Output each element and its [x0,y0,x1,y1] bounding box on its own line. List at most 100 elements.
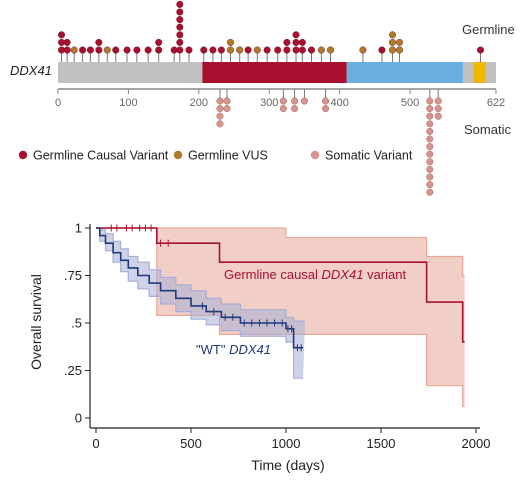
somatic-variant-dot [426,120,434,128]
y-tick-label: .75 [64,268,82,283]
germline-variant-dot [176,16,184,24]
survival-axes: 0 500 1000 1500 2000 0 .25 .5 .75 1 [64,221,491,452]
somatic-variant-dot [434,97,442,105]
germline-variant-dot [79,46,87,54]
germline-variant-dot [274,46,282,54]
germline-variant-dot [236,46,244,54]
somatic-variant-dot [279,105,287,113]
germline-variant-dot [185,46,193,54]
survival-curve-1 [96,227,304,349]
germline-variant-dot [133,46,141,54]
germline-variant-dot [176,0,184,8]
somatic-variant-dot [426,158,434,166]
x-tick-label: 2000 [462,436,491,451]
germline-variant-dot [112,46,120,54]
germline-variant-dot [103,46,111,54]
germline-variants [58,0,485,54]
x-tick-label: 0 [92,436,99,451]
somatic-variant-dot [426,135,434,143]
somatic-variant-dot [291,105,299,113]
somatic-variant-dot [426,143,434,151]
germline-variant-dot [176,46,184,54]
somatic-variant-dot [216,105,224,113]
protein-axis: 0 100 200 300 400 500 622 [55,88,505,109]
somatic-variant-dot [300,97,308,105]
germline-variant-dot [86,46,94,54]
protein-tick-label: 100 [119,97,137,109]
germline-variant-dot [63,46,71,54]
protein-domains [58,62,496,83]
germline-variant-dot [95,46,103,54]
somatic-variant-dot [426,105,434,113]
domain-3 [462,62,474,83]
germline-variant-dot [388,31,396,39]
ci-upper-line-1 [96,227,305,322]
y-tick-label: 1 [75,221,82,236]
germline-variant-dot [477,46,485,54]
domain-1 [202,62,347,83]
confidence-band-1 [96,228,305,379]
y-axis-label: Overall survival [28,274,44,370]
germline-variant-dot [396,46,404,54]
somatic-variant-dot [216,120,224,128]
germline-variant-dot [244,46,252,54]
y-tick-label: .5 [71,316,82,331]
series-labels: Germline causal DDX41 variant "WT" DDX41 [196,267,406,357]
somatic-variant-dot [223,105,231,113]
germline-variant-dot [155,38,163,46]
survival-plot: 0 500 1000 1500 2000 0 .25 .5 .75 1 Germline caus… [28,221,490,474]
legend-swatch [173,150,183,160]
legend-swatch [310,150,320,160]
germline-variant-dot [253,46,261,54]
germline-variant-dot [298,46,306,54]
y-tick-label: .25 [64,363,82,378]
germline-variant-dot [378,46,386,54]
germline-variant-dot [123,46,131,54]
protein-tick-label: 300 [260,97,278,109]
germline-variant-dot [217,46,225,54]
somatic-variant-dot [426,181,434,189]
protein-tick-label: 0 [55,97,61,109]
germline-variant-dot [292,46,300,54]
x-axis-label: Time (days) [251,457,324,473]
somatic-variant-dot [223,97,231,105]
germline-variant-dot [317,46,325,54]
protein-tick-label: 622 [487,97,505,109]
legend-label: Germline Causal Variant [33,149,169,163]
legend-label: Somatic Variant [325,149,413,163]
protein-tick-label: 400 [330,97,348,109]
somatic-variants [216,97,442,196]
germline-variant-dot [327,46,335,54]
somatic-variant-dot [426,165,434,173]
somatic-variant-dot [434,105,442,113]
germline-variant-dot [155,46,163,54]
survival-curve-0 [96,227,465,343]
somatic-variant-dot [216,112,224,120]
variant-legend: Germline Causal Variant Germline VUS Somat… [18,149,413,163]
survival-curves [96,227,465,349]
somatic-variant-dot [426,127,434,135]
protein-tick-label: 200 [190,97,208,109]
somatic-variant-dot [291,97,299,105]
domain-0 [58,62,203,83]
germline-variant-dot [283,38,291,46]
domain-2 [346,62,463,83]
somatic-variant-dot [322,97,330,105]
germline-variant-dot [176,31,184,39]
germline-variant-dot [396,38,404,46]
somatic-variant-dot [216,97,224,105]
protein-tick-label: 500 [401,97,419,109]
germline-variant-dot [209,46,217,54]
germline-variant-dot [359,46,367,54]
somatic-variant-dot [279,97,287,105]
gene-label: DDX41 [10,63,52,78]
somatic-label: Somatic [464,122,511,137]
germline-variant-dot [298,38,306,46]
germline-variant-dot [308,46,316,54]
germline-variant-dot [292,38,300,46]
germline-label: Germline [462,22,515,37]
germline-variant-dot [283,46,291,54]
germline-variant-dot [263,46,271,54]
somatic-variant-dot [322,105,330,113]
x-tick-label: 500 [180,436,202,451]
